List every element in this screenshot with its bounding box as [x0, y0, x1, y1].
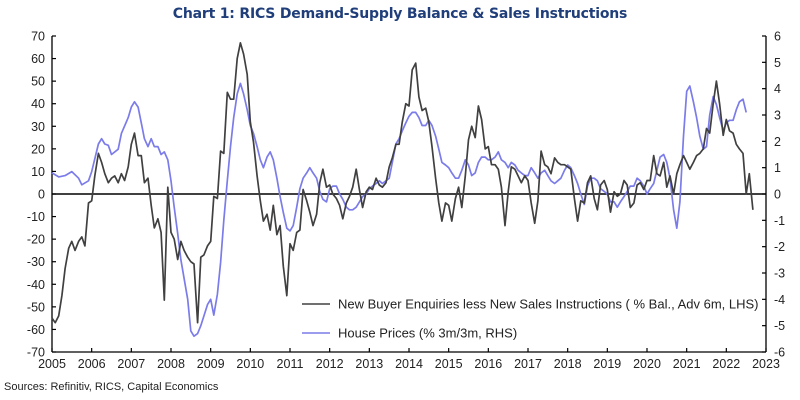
y-right-tick-label: -3: [774, 267, 785, 281]
y-left-tick-label: 60: [31, 52, 45, 66]
x-tick-label: 2019: [593, 357, 621, 371]
x-tick-label: 2020: [633, 357, 661, 371]
y-left-tick-label: -70: [27, 346, 45, 360]
y-left-tick-label: 30: [31, 120, 45, 134]
x-tick-label: 2011: [277, 357, 304, 371]
x-tick-label: 2013: [355, 357, 383, 371]
source-note: Sources: Refinitiv, RICS, Capital Econom…: [4, 381, 219, 393]
x-tick-label: 2015: [435, 357, 463, 371]
y-left-tick-label: 50: [31, 75, 45, 89]
y-left-tick-label: 0: [38, 188, 45, 202]
x-tick-label: 2017: [514, 357, 542, 371]
series-line-enquiries: [51, 41, 754, 324]
y-right-tick-label: -4: [774, 293, 785, 307]
legend: New Buyer Enquiries less New Sales Instr…: [302, 297, 759, 341]
y-left-tick-label: 20: [31, 142, 45, 156]
y-right-tick-label: 4: [774, 82, 781, 96]
y-left-tick-label: 70: [31, 30, 45, 44]
y-left-tick-label: 40: [31, 97, 45, 111]
x-tick-label: 2016: [474, 357, 502, 371]
x-tick-label: 2023: [752, 357, 780, 371]
x-tick-label: 2021: [673, 357, 701, 371]
axes: 706050403020100-10-20-30-40-50-60-706543…: [27, 30, 785, 372]
y-left-tick-label: -30: [27, 255, 45, 269]
x-tick-label: 2022: [712, 357, 740, 371]
y-right-tick-label: 2: [774, 135, 781, 149]
x-tick-label: 2008: [157, 357, 185, 371]
series-line-house-prices: [51, 82, 748, 338]
x-tick-label: 2012: [316, 357, 344, 371]
y-right-tick-label: -1: [774, 214, 785, 228]
y-left-tick-label: -10: [27, 210, 45, 224]
x-tick-label: 2009: [197, 357, 225, 371]
y-left-tick-label: -20: [27, 233, 45, 247]
y-left-tick-label: -40: [27, 278, 45, 292]
y-right-tick-label: -6: [774, 346, 785, 360]
y-right-tick-label: -2: [774, 240, 785, 254]
y-left-tick-label: 10: [31, 165, 45, 179]
y-right-tick-label: 6: [774, 30, 781, 44]
y-right-tick-label: -5: [774, 319, 785, 333]
x-tick-label: 2018: [554, 357, 582, 371]
chart-title: Chart 1: RICS Demand-Supply Balance & Sa…: [172, 6, 628, 22]
x-tick-label: 2010: [236, 357, 264, 371]
y-right-tick-label: 5: [774, 56, 781, 70]
y-right-tick-label: 0: [774, 188, 781, 202]
x-tick-label: 2005: [38, 357, 66, 371]
x-tick-label: 2014: [395, 357, 423, 371]
series-layer: [51, 41, 754, 338]
y-right-tick-label: 1: [774, 161, 781, 175]
x-tick-label: 2007: [117, 357, 145, 371]
legend-label-house-prices: House Prices (% 3m/3m, RHS): [338, 326, 517, 341]
x-tick-label: 2006: [78, 357, 106, 371]
y-left-tick-label: -60: [27, 323, 45, 337]
y-right-tick-label: 3: [774, 109, 781, 123]
legend-label-enquiries: New Buyer Enquiries less New Sales Instr…: [338, 297, 759, 312]
y-left-tick-label: -50: [27, 300, 45, 314]
